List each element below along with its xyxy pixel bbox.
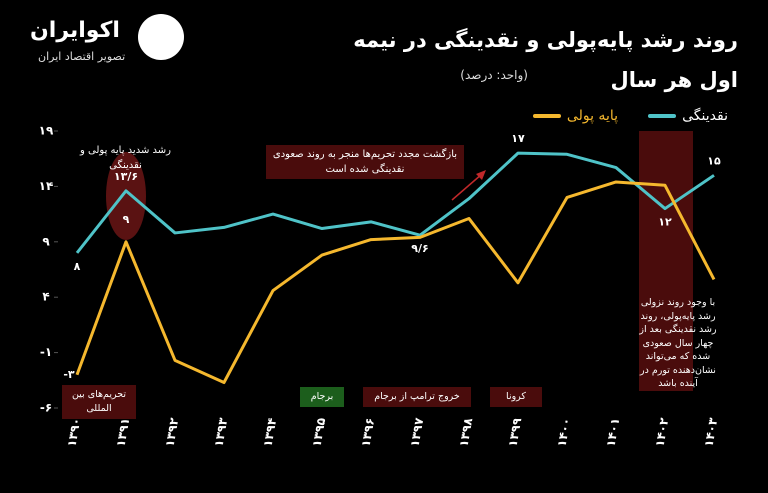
brand-name: اکوایران — [30, 18, 120, 43]
value-label: ۸ — [74, 260, 81, 273]
annotation: با وجود روند نزولی رشد پایه‌پولی، روند ر… — [639, 297, 717, 389]
y-tick-label: -۱ — [40, 345, 52, 359]
x-tick-label: ۱۳۹۹ — [506, 416, 525, 448]
x-tick-label: ۱۳۹۷ — [408, 416, 427, 448]
value-label: ۹/۶ — [411, 242, 428, 255]
brand-tagline: تصویر اقتصاد ایران — [38, 50, 126, 63]
y-tick-label: ۴ — [42, 290, 49, 304]
x-tick-label: ۱۴۰۲ — [653, 416, 672, 448]
y-tick-label: ۹ — [42, 234, 50, 248]
x-tick-label: ۱۳۹۳ — [212, 416, 231, 448]
series-line — [75, 180, 716, 385]
y-tick-label: ۱۴ — [39, 179, 54, 193]
chart-title: روند رشد پایه‌پولی و نقدینگی در نیمه اول… — [353, 28, 738, 92]
value-label: ۹ — [123, 213, 130, 226]
value-label: -۳ — [63, 368, 75, 381]
series-line — [75, 151, 715, 254]
x-tick-label: ۱۴۰۰ — [555, 417, 574, 448]
event-box: کرونا — [490, 387, 542, 407]
legend-label: نقدینگی — [682, 108, 728, 124]
legend-item: پایه پولی — [532, 108, 618, 124]
arrow-head — [476, 170, 486, 180]
x-tick-label: ۱۳۹۱ — [114, 417, 133, 448]
legend-swatch — [648, 114, 677, 118]
y-tick-label: ۱۹ — [39, 124, 54, 138]
value-label: ۱۷ — [511, 132, 525, 145]
event-box: خروج ترامپ از برجام — [363, 387, 471, 407]
y-tick-label: -۶ — [40, 401, 52, 415]
arrow — [451, 173, 483, 201]
value-label: ۱۲ — [658, 216, 672, 229]
event-box: تحریم‌های بین المللی — [62, 385, 136, 419]
x-tick-label: ۱۳۹۲ — [163, 416, 182, 448]
x-tick-label: ۱۴۰۱ — [604, 417, 623, 448]
x-tick-label: ۱۳۹۴ — [261, 417, 280, 448]
highlight-ellipse — [106, 152, 146, 240]
legend-swatch — [532, 114, 561, 118]
annotation: بازگشت مجدد تحریم‌ها منجر به روند صعودی … — [266, 145, 464, 179]
x-tick-label: ۱۴۰۳ — [702, 416, 721, 448]
highlight-region — [639, 131, 693, 391]
legend-item: نقدینگی — [648, 108, 728, 124]
annotation: رشد شدید پایه پولی و نقدینگی — [80, 145, 171, 171]
event-box: برجام — [300, 387, 344, 407]
value-label: ۱۳/۶ — [114, 170, 138, 183]
x-tick-label: ۱۳۹۵ — [310, 417, 329, 448]
chart-subtitle: (واحد: درصد) — [460, 68, 528, 82]
x-tick-label: ۱۳۹۸ — [457, 416, 476, 448]
value-label: ۱۵ — [707, 154, 721, 167]
legend-label: پایه پولی — [566, 108, 618, 124]
x-tick-label: ۱۳۹۶ — [359, 417, 378, 448]
x-tick-label: ۱۳۹۰ — [65, 417, 84, 448]
logo — [138, 14, 184, 60]
